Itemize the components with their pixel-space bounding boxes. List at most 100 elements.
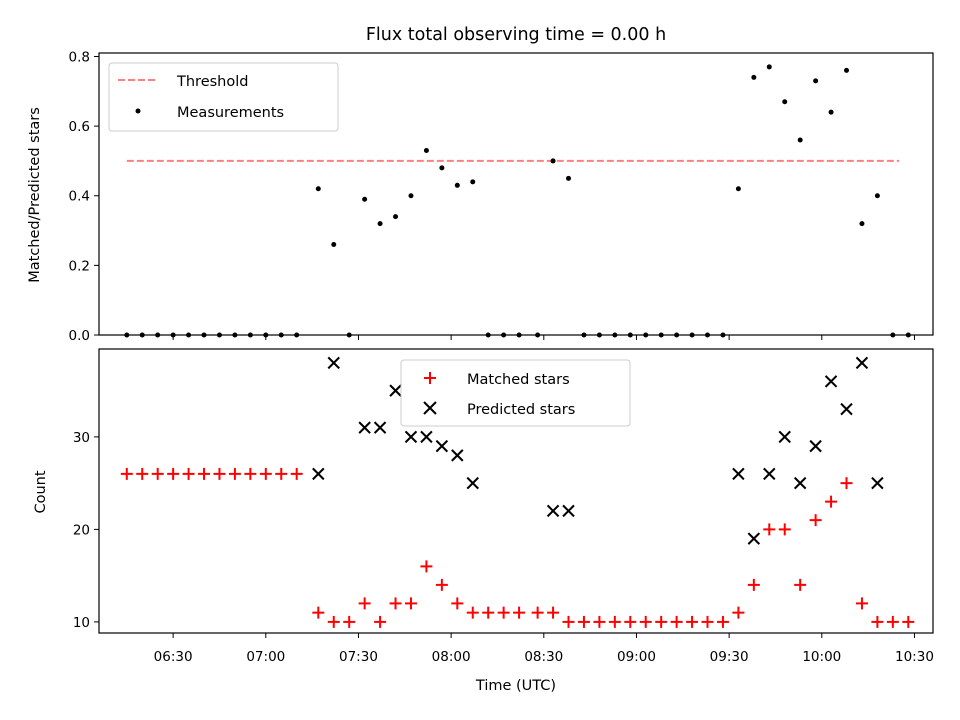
predicted-stars-point: [793, 476, 807, 490]
matched-stars-point: [716, 615, 729, 628]
measurement-point: [874, 193, 880, 199]
bottom-y-tick-label: 30: [73, 430, 90, 446]
matched-stars-point: [747, 578, 760, 591]
predicted-stars-point: [747, 532, 761, 545]
matched-stars-point: [670, 615, 683, 628]
measurement-point: [423, 147, 429, 153]
matched-stars-point: [886, 615, 899, 628]
top-legend: Threshold Measurements: [108, 62, 339, 132]
predicted-stars-point: [420, 430, 433, 444]
measurement-point: [393, 214, 399, 220]
matched-stars-point: [732, 606, 745, 619]
measurement-point: [751, 74, 757, 80]
bottom-legend-box: [400, 359, 631, 427]
matched-stars-point: [794, 578, 807, 591]
bottom-y-tick-label: 10: [73, 615, 90, 631]
measurement-point: [439, 165, 445, 171]
predicted-stars-point: [855, 356, 869, 370]
matched-stars-point: [435, 578, 448, 591]
top-y-tick-label: 0.0: [69, 328, 90, 344]
measurement-point: [408, 193, 414, 199]
x-tick-label: 09:30: [710, 649, 749, 665]
matched-stars-point: [420, 560, 433, 573]
matched-stars-point: [608, 615, 621, 628]
matched-stars-point: [562, 615, 575, 628]
predicted-stars-point: [327, 356, 340, 370]
top-panel: Flux total observing time = 0.00 h Match…: [27, 25, 934, 344]
bottom-legend: Matched stars Predicted stars: [400, 359, 631, 427]
matched-stars-point: [577, 615, 590, 628]
top-x-axis: [172, 335, 915, 340]
matched-stars-point: [182, 467, 195, 480]
measurement-point: [766, 64, 772, 70]
bottom-y-tick-label: 20: [73, 522, 90, 538]
top-y-axis-label: Matched/Predicted stars: [27, 107, 43, 283]
matched-stars-point: [763, 523, 776, 536]
top-y-tick-label: 0.8: [69, 49, 90, 65]
x-tick-label: 07:30: [339, 649, 378, 665]
matched-stars-point: [871, 615, 884, 628]
predicted-stars-point: [871, 476, 884, 490]
matched-legend-label: Matched stars: [467, 372, 570, 388]
predicted-stars-point: [763, 467, 776, 481]
matched-stars-point: [120, 467, 133, 480]
x-tick-label: 10:30: [895, 649, 934, 665]
matched-stars-point: [593, 615, 606, 628]
matched-stars-point: [374, 615, 387, 628]
matched-stars-point: [151, 467, 164, 480]
bottom-y-axis: 10 20 30: [73, 430, 99, 631]
measurement-point: [470, 179, 476, 185]
predicted-stars-series: [312, 356, 884, 545]
matched-stars-point: [451, 597, 464, 610]
measurement-point: [844, 67, 850, 73]
predicted-legend-swatch: [423, 401, 437, 415]
matched-stars-point: [639, 615, 652, 628]
predicted-stars-point: [778, 430, 791, 444]
matched-stars-point: [686, 615, 699, 628]
matched-stars-point: [902, 615, 915, 628]
matched-legend-swatch: [424, 372, 436, 384]
top-y-axis: 0.0 0.2 0.4 0.6 0.8: [69, 49, 99, 344]
predicted-stars-point: [546, 504, 560, 518]
matched-stars-point: [198, 467, 211, 480]
predicted-stars-point: [809, 439, 822, 453]
matched-stars-point: [275, 467, 288, 480]
predicted-legend-label: Predicted stars: [467, 402, 575, 418]
matched-stars-point: [290, 467, 303, 480]
matched-stars-point: [482, 606, 495, 619]
matched-stars-point: [855, 597, 868, 610]
measurement-point: [331, 241, 337, 247]
matched-stars-point: [655, 615, 668, 628]
threshold-legend-label: Threshold: [176, 74, 248, 90]
measurement-point: [813, 78, 819, 84]
measurement-point: [859, 221, 865, 227]
predicted-stars-point: [404, 430, 418, 444]
matched-stars-point: [167, 467, 180, 480]
measurement-point: [782, 99, 788, 105]
matched-stars-point: [327, 615, 340, 628]
top-y-tick-label: 0.6: [69, 119, 90, 135]
x-axis-label: Time (UTC): [475, 678, 556, 694]
matched-stars-point: [809, 514, 822, 527]
x-tick-label: 09:00: [617, 649, 656, 665]
predicted-stars-point: [840, 402, 853, 416]
matched-stars-point: [513, 606, 526, 619]
predicted-stars-point: [466, 476, 479, 490]
bottom-y-axis-label: Count: [33, 470, 49, 513]
matched-stars-point: [136, 467, 149, 480]
predicted-stars-point: [373, 421, 387, 434]
matched-stars-point: [312, 606, 325, 619]
bottom-x-axis: 06:30 07:00 07:30 08:00 08:30 09:00 09:30 10:00…: [154, 633, 934, 665]
matched-stars-series: [120, 467, 915, 628]
matched-stars-point: [228, 467, 241, 480]
matched-stars-point: [259, 467, 272, 480]
matched-stars-point: [404, 597, 417, 610]
top-legend-box: [108, 62, 339, 132]
matched-stars-point: [547, 606, 560, 619]
matched-stars-point: [389, 597, 402, 610]
matched-stars-point: [840, 477, 853, 490]
x-tick-label: 08:30: [524, 649, 563, 665]
matched-stars-point: [701, 615, 714, 628]
